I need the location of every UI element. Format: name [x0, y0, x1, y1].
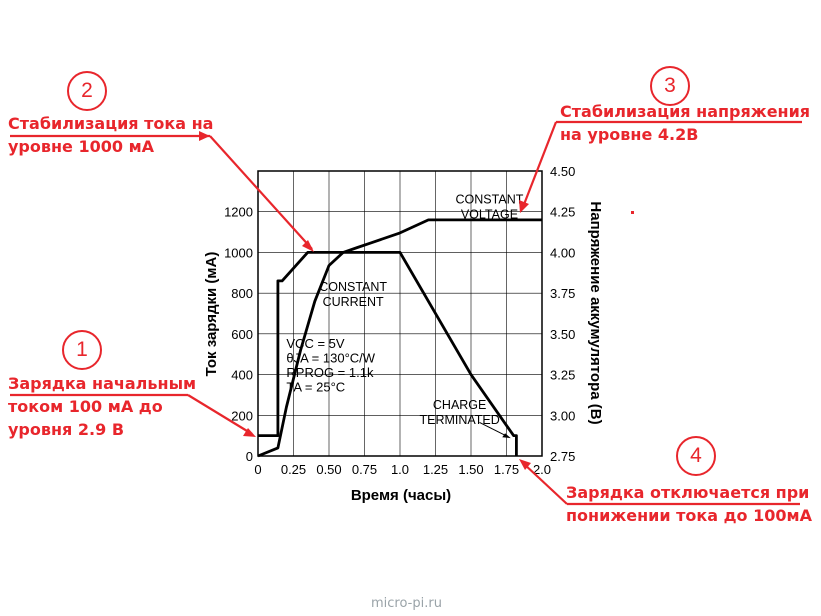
- chart-annotation-line: CURRENT: [323, 295, 384, 309]
- x-tick-labels: 0 0.25 0.50 0.75 1.0 1.25 1.50 1.75 2.0: [254, 462, 551, 477]
- x-tick-label: 0: [254, 462, 261, 477]
- y2-tick-label: 4.00: [550, 245, 575, 260]
- red-dot: [631, 211, 634, 214]
- annotation-3-badge: 3: [650, 66, 690, 106]
- annotation-1-text: Зарядка начальным током 100 мА до уровня…: [8, 372, 196, 441]
- x-tick-label: 0.75: [352, 462, 377, 477]
- y2-tick-label: 4.25: [550, 205, 575, 220]
- chart-annotation-line: CONSTANT: [319, 280, 387, 294]
- plot-frame: [257, 170, 543, 457]
- y-tick-label: 1000: [224, 245, 253, 260]
- y2-tick-label: 3.25: [550, 368, 575, 383]
- charge-terminated-arrowhead: [502, 433, 511, 439]
- annotation-4-text: Зарядка отключается при понижении тока д…: [566, 481, 812, 527]
- annotation-4-line: понижении тока до 100мА: [566, 506, 812, 525]
- annotation-4-line: Зарядка отключается при: [566, 483, 810, 502]
- annotation-4-badge: 4: [676, 436, 716, 476]
- annotation-1-line: уровня 2.9 В: [8, 420, 125, 439]
- chart-annotation-line: VOLTAGE: [461, 208, 518, 222]
- y2-tick-label: 4.50: [550, 164, 575, 179]
- x-tick-label: 2.0: [533, 462, 551, 477]
- arrow-4-head: [519, 459, 531, 470]
- annotation-1-line: током 100 мА до: [8, 397, 163, 416]
- y2-tick-labels: 2.75 3.00 3.25 3.50 3.75 4.00 4.25 4.50: [550, 164, 575, 464]
- y2-axis-label: Напряжение аккумулятора (В): [587, 201, 604, 424]
- y-axis-label: Ток зарядки (мА): [203, 252, 220, 377]
- y2-tick-label: 3.75: [550, 286, 575, 301]
- test-parameter: RPROG = 1.1k: [286, 365, 374, 380]
- y2-tick-label: 3.50: [550, 327, 575, 342]
- x-tick-label: 1.50: [458, 462, 483, 477]
- annotation-3-text: Стабилизация напряжения на уровне 4.2В: [560, 100, 810, 146]
- x-tick-label: 0.25: [281, 462, 306, 477]
- x-axis-label: Время (часы): [351, 487, 451, 504]
- y-tick-label: 600: [231, 327, 253, 342]
- annotation-1-line: Зарядка начальным: [8, 374, 197, 393]
- arrow-1-leader: [187, 394, 253, 435]
- annotation-arrows: [10, 120, 802, 506]
- annotation-1-badge: 1: [62, 330, 102, 370]
- annotation-2-text: Стабилизация тока на уровне 1000 мА: [8, 112, 213, 158]
- y2-tick-label: 2.75: [550, 449, 575, 464]
- arrow-2-underline-head: [199, 131, 210, 141]
- x-tick-label: 1.25: [423, 462, 448, 477]
- test-parameter: TA = 25°C: [286, 380, 345, 395]
- x-tick-label: 1.0: [391, 462, 409, 477]
- arrow-2-leader: [209, 135, 313, 250]
- current-line: [258, 250, 518, 456]
- y-tick-label: 200: [231, 408, 253, 423]
- x-tick-label: 0.50: [316, 462, 341, 477]
- chart-annotation-line: TERMINATED: [419, 413, 499, 427]
- chart-annotation-line: CONSTANT: [456, 193, 524, 207]
- annotation-2-badge: 2: [67, 71, 107, 111]
- chart-annotations: CONSTANTVOLTAGECONSTANTCURRENTCHARGETERM…: [319, 193, 524, 439]
- test-parameter: VCC = 5V: [286, 336, 344, 351]
- annotation-2-line: уровне 1000 мА: [8, 137, 155, 156]
- series-lines: [257, 218, 542, 458]
- y-tick-label: 400: [231, 368, 253, 383]
- y-tick-label: 1200: [224, 205, 253, 220]
- watermark: micro-pi.ru: [371, 596, 442, 611]
- charge-terminated-pointer: [479, 421, 509, 438]
- annotation-3-line: Стабилизация напряжения: [560, 102, 811, 121]
- x-tick-label: 1.75: [494, 462, 519, 477]
- arrow-1-head: [243, 428, 256, 437]
- arrow-3-head: [519, 200, 529, 213]
- y2-tick-label: 3.00: [550, 408, 575, 423]
- annotation-2-line: Стабилизация тока на: [8, 114, 214, 133]
- annotation-3-line: на уровне 4.2В: [560, 125, 699, 144]
- y-tick-labels: 0 200 400 600 800 1000 1200: [224, 205, 253, 464]
- arrow-2-head: [302, 240, 314, 252]
- arrow-3-leader: [521, 121, 558, 208]
- y-tick-label: 800: [231, 286, 253, 301]
- y-tick-label: 0: [246, 449, 253, 464]
- voltage-line: [257, 218, 542, 458]
- chart-annotation-line: CHARGE: [433, 398, 486, 412]
- test-parameter: θJA = 130°C/W: [286, 351, 375, 366]
- arrow-4-leader: [522, 462, 568, 505]
